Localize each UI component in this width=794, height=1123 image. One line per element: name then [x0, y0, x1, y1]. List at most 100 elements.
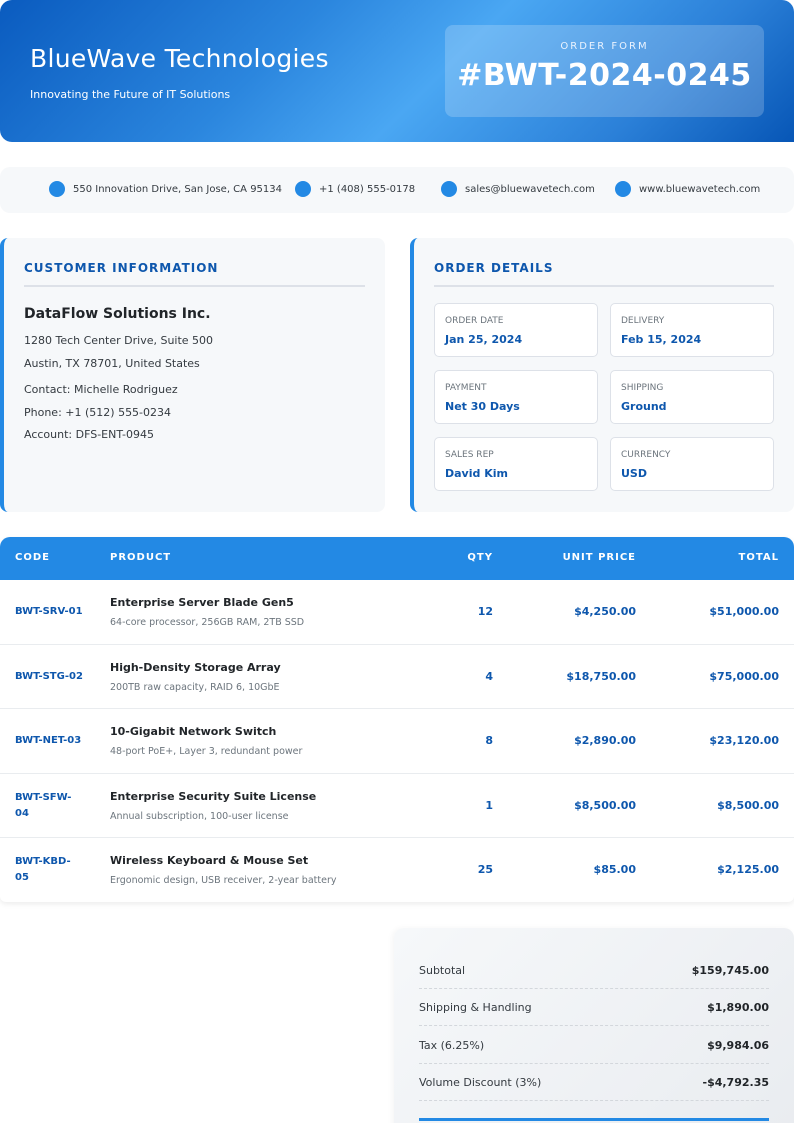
- item-description: 64-core processor, 256GB RAM, 2TB SSD: [110, 617, 305, 628]
- contact-address-text: 550 Innovation Drive, San Jose, CA 95134: [73, 183, 282, 195]
- item-unit-price: $8,500.00: [574, 798, 636, 812]
- detail-label: ORDER DATE: [445, 316, 504, 326]
- summary-value: -$4,792.35: [702, 1076, 770, 1089]
- item-code: BWT-SRV-01: [15, 606, 83, 617]
- customer-address-line1: 1280 Tech Center Drive, Suite 500: [24, 334, 214, 347]
- item-qty: 25: [477, 863, 493, 876]
- item-total: $2,125.00: [717, 863, 779, 876]
- item-total: $8,500.00: [717, 798, 779, 812]
- customer-contact: Contact: Michelle Rodriguez: [24, 383, 178, 396]
- detail-label: SALES REP: [445, 450, 494, 460]
- detail-label: CURRENCY: [621, 450, 671, 460]
- item-name: Enterprise Security Suite License: [110, 789, 317, 803]
- summary-row-subtotal: Subtotal $159,745.00: [419, 952, 769, 989]
- detail-label: PAYMENT: [445, 383, 487, 393]
- item-description: Ergonomic design, USB receiver, 2-year b…: [110, 875, 337, 886]
- web-icon: [615, 181, 631, 197]
- summary-row-tax: Tax (6.25%) $9,984.06: [419, 1027, 769, 1064]
- table-row: BWT-NET-03 10-Gigabit Network Switch 48-…: [0, 709, 794, 774]
- item-name: Enterprise Server Blade Gen5: [110, 596, 294, 609]
- customer-info-card: CUSTOMER INFORMATION DataFlow Solutions …: [0, 238, 385, 512]
- detail-value: USD: [621, 467, 647, 480]
- order-summary: Subtotal $159,745.00 Shipping & Handling…: [394, 928, 794, 1123]
- detail-value: Ground: [621, 400, 667, 413]
- detail-sales-rep: SALES REP David Kim: [434, 437, 598, 491]
- header-banner: BlueWave Technologies Innovating the Fut…: [0, 0, 794, 142]
- table-row: BWT-STG-02 High-Density Storage Array 20…: [0, 645, 794, 709]
- item-qty: 8: [485, 734, 493, 747]
- table-header: CODE PRODUCT QTY UNIT PRICE TOTAL: [0, 537, 794, 580]
- detail-value: David Kim: [445, 467, 508, 480]
- customer-info-title: CUSTOMER INFORMATION: [24, 261, 219, 275]
- table-row: BWT-SFW-04 Enterprise Security Suite Lic…: [0, 774, 794, 838]
- item-total: $23,120.00: [709, 734, 779, 747]
- detail-value: Feb 15, 2024: [621, 333, 702, 346]
- contact-bar: 550 Innovation Drive, San Jose, CA 95134…: [0, 167, 794, 213]
- item-description: 200TB raw capacity, RAID 6, 10GbE: [110, 681, 280, 693]
- detail-delivery: DELIVERY Feb 15, 2024: [610, 303, 774, 357]
- contact-address: 550 Innovation Drive, San Jose, CA 95134: [49, 181, 282, 197]
- order-number-box: ORDER FORM #BWT-2024-0245: [445, 25, 764, 117]
- detail-order-date: ORDER DATE Jan 25, 2024: [434, 303, 598, 357]
- order-form-label: ORDER FORM: [560, 41, 649, 52]
- item-unit-price: $18,750.00: [566, 669, 636, 683]
- contact-email-link[interactable]: sales@bluewavetech.com: [465, 183, 595, 195]
- summary-label: Shipping & Handling: [419, 1001, 532, 1014]
- contact-phone: +1 (408) 555-0178: [295, 181, 415, 197]
- contact-website[interactable]: www.bluewavetech.com: [615, 181, 760, 197]
- item-unit-price: $4,250.00: [574, 605, 636, 618]
- order-number: #BWT-2024-0245: [457, 58, 752, 93]
- item-qty: 1: [485, 798, 493, 812]
- table-row: BWT-SRV-01 Enterprise Server Blade Gen5 …: [0, 580, 794, 645]
- customer-phone: Phone: +1 (512) 555-0234: [24, 406, 172, 419]
- item-total: $75,000.00: [709, 669, 779, 683]
- summary-row-discount: Volume Discount (3%) -$4,792.35: [419, 1064, 769, 1101]
- summary-label: Tax (6.25%): [419, 1039, 485, 1052]
- email-icon: [441, 181, 457, 197]
- item-code: BWT-STG-02: [15, 670, 83, 682]
- detail-payment: PAYMENT Net 30 Days: [434, 370, 598, 424]
- item-total: $51,000.00: [709, 605, 779, 618]
- contact-email[interactable]: sales@bluewavetech.com: [441, 181, 595, 197]
- item-qty: 4: [485, 669, 493, 683]
- column-header-code: CODE: [15, 552, 50, 563]
- order-details-title: ORDER DETAILS: [434, 261, 554, 275]
- item-qty: 12: [477, 605, 493, 618]
- column-header-product: PRODUCT: [110, 552, 172, 563]
- item-name: High-Density Storage Array: [110, 660, 281, 674]
- column-header-unit-price: UNIT PRICE: [562, 552, 636, 563]
- contact-phone-text: +1 (408) 555-0178: [319, 183, 416, 195]
- location-icon: [49, 181, 65, 197]
- item-description: Annual subscription, 100-user license: [110, 810, 289, 822]
- summary-value: $159,745.00: [691, 964, 769, 977]
- table-row: BWT-KBD-05 Wireless Keyboard & Mouse Set…: [0, 838, 794, 902]
- summary-label: Volume Discount (3%): [419, 1076, 542, 1089]
- item-name: 10-Gigabit Network Switch: [110, 725, 277, 738]
- customer-name: DataFlow Solutions Inc.: [24, 306, 211, 322]
- divider: [24, 285, 365, 287]
- detail-label: DELIVERY: [621, 316, 665, 326]
- item-unit-price: $2,890.00: [574, 734, 636, 747]
- line-items-table: CODE PRODUCT QTY UNIT PRICE TOTAL BWT-SR…: [0, 537, 794, 902]
- contact-website-link[interactable]: www.bluewavetech.com: [639, 183, 761, 195]
- item-name: Wireless Keyboard & Mouse Set: [110, 854, 309, 867]
- item-code: BWT-SFW-04: [15, 791, 72, 819]
- detail-value: Net 30 Days: [445, 400, 520, 413]
- detail-value: Jan 25, 2024: [445, 333, 523, 346]
- item-code: BWT-NET-03: [15, 735, 82, 746]
- summary-label: Subtotal: [419, 964, 466, 977]
- column-header-qty: QTY: [467, 552, 493, 563]
- company-tagline: Innovating the Future of IT Solutions: [30, 88, 231, 101]
- detail-label: SHIPPING: [621, 383, 664, 393]
- customer-account: Account: DFS-ENT-0945: [24, 428, 155, 441]
- item-unit-price: $85.00: [593, 863, 636, 876]
- phone-icon: [295, 181, 311, 197]
- summary-row-shipping: Shipping & Handling $1,890.00: [419, 989, 769, 1026]
- divider: [434, 285, 774, 287]
- summary-total-divider: [419, 1118, 769, 1121]
- summary-value: $1,890.00: [707, 1001, 769, 1014]
- customer-address-line2: Austin, TX 78701, United States: [24, 357, 200, 370]
- company-name: BlueWave Technologies: [30, 44, 329, 73]
- summary-value: $9,984.06: [707, 1039, 769, 1052]
- detail-shipping: SHIPPING Ground: [610, 370, 774, 424]
